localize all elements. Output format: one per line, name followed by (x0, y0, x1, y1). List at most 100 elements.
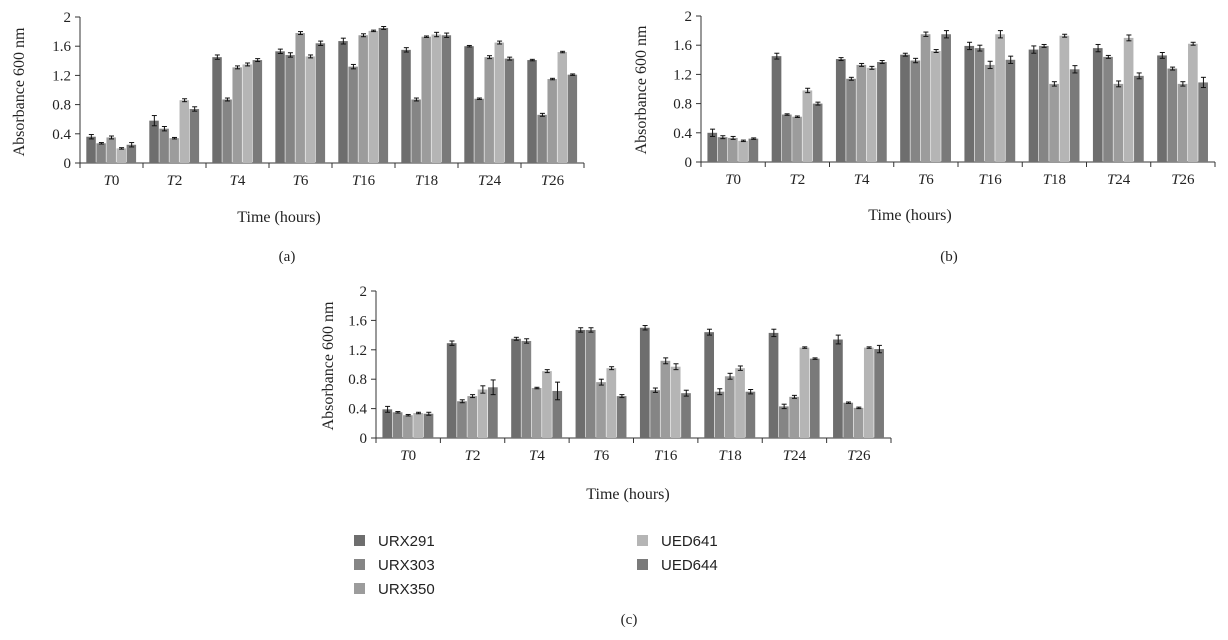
bar-urx350-0 (106, 137, 116, 163)
bar-ued644-3 (616, 396, 627, 438)
legend-label: URX350 (378, 581, 435, 598)
bar-ued641-3 (931, 51, 941, 162)
bar-urx291-2 (212, 57, 222, 163)
y-tick-label: 0.8 (348, 372, 367, 388)
bar-ued644-7 (567, 74, 578, 163)
bar-urx303-1 (159, 128, 169, 163)
bar-ued644-5 (745, 391, 756, 438)
x-tick-label-prefix: T (230, 173, 240, 189)
bar-ued641-1 (477, 389, 488, 438)
bar-ued641-0 (413, 413, 424, 438)
bar-urx291-5 (1028, 49, 1039, 162)
x-tick-label-number: 16 (662, 448, 678, 464)
bar-ued644-3 (315, 43, 326, 163)
legend-swatch (354, 583, 365, 594)
bar-ued644-2 (877, 61, 887, 162)
x-tick-label: T6 (293, 173, 309, 189)
legend: URX291 URX303 URX350 UED641 UED644 (354, 533, 718, 598)
x-tick-label-number: 4 (537, 448, 545, 464)
y-tick-label: 0.4 (348, 402, 367, 418)
bar-urx291-7 (833, 339, 843, 438)
x-tick-label-prefix: T (725, 172, 735, 188)
bar-ued644-7 (874, 349, 884, 438)
x-tick-label: T24 (783, 448, 807, 464)
x-tick-label-prefix: T (1107, 172, 1117, 188)
y-tick-label: 1.6 (348, 313, 367, 329)
legend-item-ued641: UED641 (637, 533, 718, 550)
bar-urx350-1 (169, 138, 179, 163)
x-tick-label-number: 24 (791, 448, 807, 464)
bar-urx291-6 (1092, 48, 1103, 163)
y-axis-title: Absorbance 600 nm (11, 27, 28, 156)
y-axis-title: Absorbance 600 nm (633, 25, 650, 154)
bar-urx291-0 (707, 132, 718, 162)
x-tick-label-prefix: T (352, 173, 362, 189)
bar-urx303-0 (96, 143, 106, 163)
legend-label: UED644 (661, 557, 718, 574)
bar-ued641-2 (542, 371, 552, 438)
bar-ued641-1 (179, 100, 190, 163)
x-tick-label-prefix: T (854, 172, 864, 188)
bar-ued641-4 (368, 30, 379, 164)
bar-ued641-0 (116, 148, 127, 163)
bar-urx350-0 (403, 415, 413, 438)
panel-label: (c) (621, 612, 638, 628)
bar-ued644-5 (1069, 69, 1080, 162)
bar-urx303-6 (474, 98, 484, 163)
x-tick-label: T0 (104, 173, 120, 189)
bar-urx350-7 (1177, 83, 1188, 162)
legend-item-ued644: UED644 (637, 557, 718, 574)
x-tick-label-number: 2 (175, 173, 183, 189)
bar-urx303-3 (910, 60, 921, 162)
x-tick-label-prefix: T (415, 173, 425, 189)
x-tick-label-prefix: T (400, 448, 410, 464)
x-tick-label: T0 (400, 448, 416, 464)
x-tick-label: T6 (593, 448, 609, 464)
x-tick-label-number: 18 (1051, 172, 1066, 188)
x-tick-label-number: 6 (926, 172, 934, 188)
x-tick-label-number: 26 (1180, 172, 1196, 188)
bar-ued644-2 (552, 390, 563, 438)
bar-ued644-2 (252, 60, 263, 163)
bar-urx291-1 (446, 343, 457, 438)
bar-urx303-2 (846, 78, 856, 162)
x-tick-label-number: 6 (602, 448, 610, 464)
bar-urx291-5 (401, 49, 411, 163)
bar-urx291-5 (704, 332, 715, 438)
x-tick-label-prefix: T (541, 173, 551, 189)
bar-urx350-1 (467, 396, 478, 438)
x-tick-label-number: 0 (734, 172, 742, 188)
x-tick-label: T4 (529, 448, 545, 464)
y-tick-label: 0 (64, 156, 72, 172)
x-tick-label-number: 26 (855, 448, 871, 464)
x-tick-label-prefix: T (593, 448, 603, 464)
bar-urx350-7 (853, 407, 864, 438)
x-tick-label-prefix: T (654, 448, 664, 464)
x-tick-label-prefix: T (847, 448, 857, 464)
bar-ued644-5 (441, 35, 452, 163)
bar-urx291-4 (338, 41, 348, 164)
bar-urx303-3 (285, 54, 295, 163)
bar-urx291-7 (1157, 55, 1167, 162)
bar-urx291-1 (149, 120, 159, 163)
legend-swatch (354, 559, 365, 570)
x-tick-label-number: 4 (238, 173, 246, 189)
bar-ued644-6 (504, 58, 515, 163)
x-tick-label-number: 4 (862, 172, 870, 188)
bar-urx291-2 (511, 338, 521, 438)
bar-ued641-5 (1059, 35, 1070, 162)
bar-urx350-4 (984, 64, 995, 162)
bar-urx350-5 (1049, 83, 1059, 162)
bar-urx303-0 (392, 412, 403, 438)
bar-urx350-2 (856, 64, 867, 162)
bar-urx291-2 (835, 59, 846, 162)
x-tick-label-number: 16 (360, 173, 376, 189)
bar-ued641-7 (557, 52, 568, 163)
bar-urx350-7 (547, 79, 557, 163)
bar-urx350-5 (724, 376, 735, 438)
y-tick-label: 0 (360, 431, 368, 447)
